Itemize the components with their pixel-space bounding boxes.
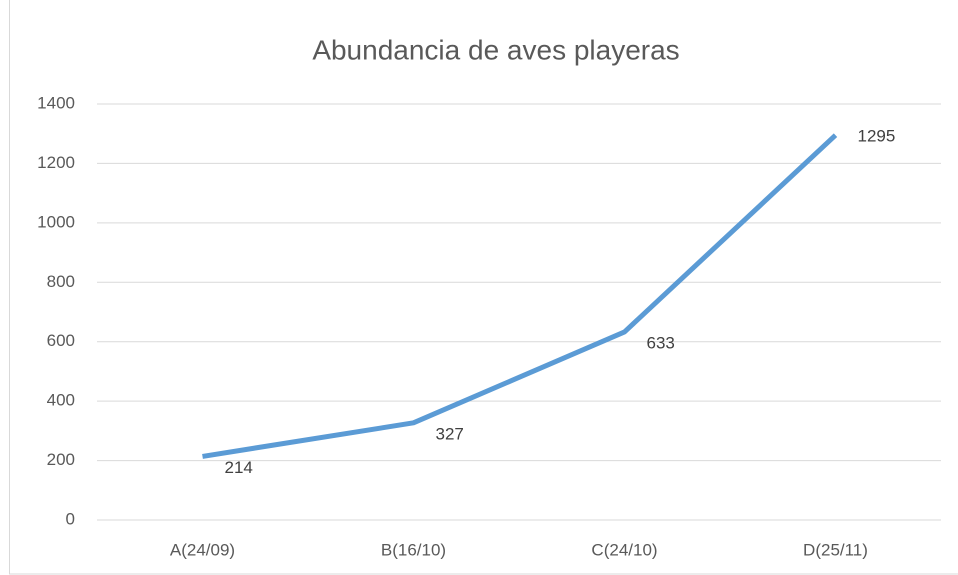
y-tick-label: 1000	[37, 212, 75, 231]
y-tick-label: 400	[47, 391, 75, 410]
data-label: 633	[647, 333, 675, 352]
data-label: 214	[225, 458, 253, 477]
y-tick-label: 200	[47, 450, 75, 469]
y-tick-label: 0	[66, 509, 75, 528]
chart-title: Abundancia de aves playeras	[312, 34, 679, 65]
y-tick-label: 1200	[37, 153, 75, 172]
x-tick-label: B(16/10)	[381, 540, 446, 559]
y-tick-label: 1400	[37, 93, 75, 112]
y-tick-label: 800	[47, 272, 75, 291]
chart-border	[9, 0, 958, 575]
data-label: 327	[436, 424, 464, 443]
x-tick-label: D(25/11)	[803, 540, 868, 559]
x-tick-label: C(24/10)	[591, 540, 657, 559]
y-tick-label: 600	[47, 331, 75, 350]
line-series	[202, 133, 838, 459]
x-tick-label: A(24/09)	[170, 540, 235, 559]
data-label: 1295	[858, 127, 896, 146]
